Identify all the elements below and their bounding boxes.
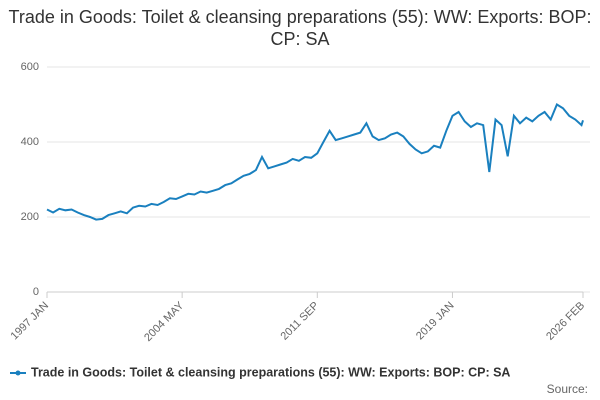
y-tick-label: 600 bbox=[21, 61, 39, 73]
y-tick-label: 0 bbox=[33, 286, 39, 298]
y-tick-label: 400 bbox=[21, 136, 39, 148]
legend-marker bbox=[15, 370, 21, 376]
source: Source: bbox=[547, 382, 588, 396]
x-tick-label: 1997 JAN bbox=[9, 300, 52, 343]
x-tick-label: 2026 FEB bbox=[544, 300, 587, 343]
chart-title: Trade in Goods: Toilet & cleansing prepa… bbox=[8, 7, 592, 49]
series-line bbox=[46, 103, 584, 221]
x-tick-label: 2019 JAN bbox=[414, 300, 457, 343]
x-tick-label: 2011 SEP bbox=[279, 300, 322, 343]
y-tick-label: 200 bbox=[21, 211, 39, 223]
legend-label: Trade in Goods: Toilet & cleansing prepa… bbox=[31, 365, 510, 379]
x-tick-label: 2004 MAY bbox=[142, 299, 187, 344]
